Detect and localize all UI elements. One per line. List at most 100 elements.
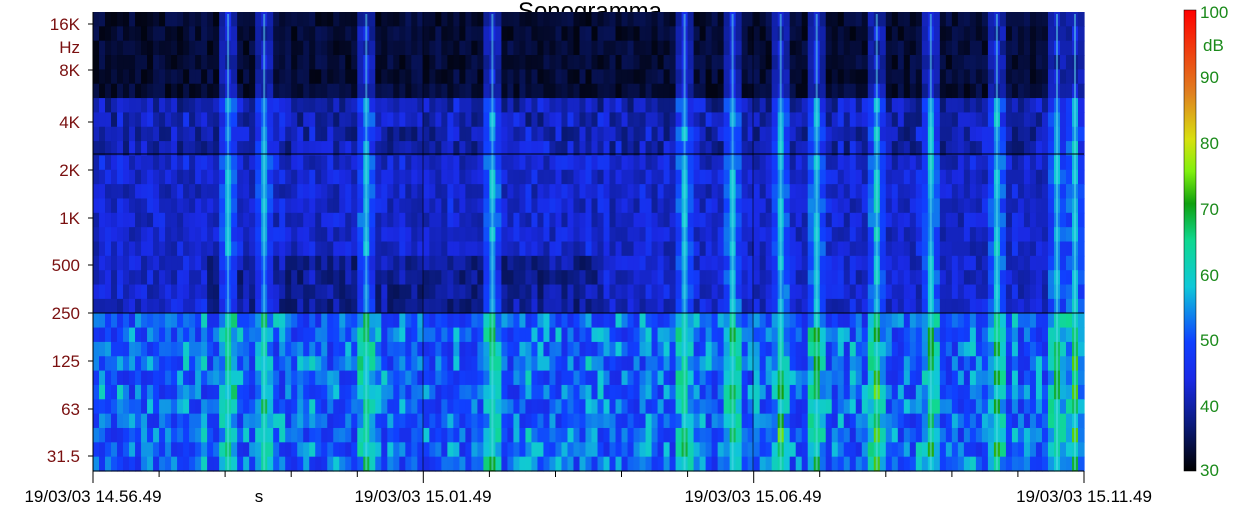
heatmap-cell [603, 284, 611, 300]
heatmap-cell [549, 399, 557, 415]
heatmap-cell [177, 270, 184, 286]
heatmap-cell [303, 198, 310, 214]
heatmap-cell [789, 169, 797, 185]
heatmap-cell [237, 284, 244, 300]
heatmap-cell [1017, 370, 1025, 386]
heatmap-cell [537, 184, 545, 200]
heatmap-cell [255, 427, 262, 443]
heatmap-cell [975, 155, 983, 171]
heatmap-cell [963, 227, 971, 243]
heatmap-cell [795, 442, 803, 458]
heatmap-cell [141, 270, 148, 286]
heatmap-cell [855, 370, 863, 386]
heatmap-cell [711, 356, 719, 372]
heatmap-cell [525, 83, 533, 99]
heatmap-cell [189, 284, 196, 300]
heatmap-cell [117, 112, 124, 128]
heatmap-cell [891, 241, 899, 257]
heatmap-cell [717, 126, 725, 142]
heatmap-cell [1005, 26, 1013, 42]
heatmap-cell [1011, 341, 1019, 357]
heatmap-cell [303, 284, 310, 300]
heatmap-cell [549, 456, 557, 472]
heatmap-cell [411, 169, 418, 185]
heatmap-cell [201, 55, 208, 70]
heatmap-cell [603, 270, 611, 286]
heatmap-cell [627, 227, 635, 243]
heatmap-cell [897, 255, 905, 271]
heatmap-cell [741, 155, 749, 171]
heatmap-cell [963, 69, 971, 85]
heatmap-cell [867, 98, 875, 113]
heatmap-cell [351, 83, 358, 99]
heatmap-cell [687, 384, 695, 400]
heatmap-cell [561, 112, 569, 128]
heatmap-cell [159, 112, 166, 128]
heatmap-cell [255, 399, 262, 415]
heatmap-cell [381, 227, 388, 243]
heatmap-cell [879, 341, 887, 357]
heatmap-cell [615, 40, 623, 56]
heatmap-cell [249, 427, 256, 443]
heatmap-cell [795, 26, 803, 42]
heatmap-cell [321, 198, 328, 214]
heatmap-cell [867, 413, 875, 429]
heatmap-cell [123, 26, 130, 42]
heatmap-cell [651, 26, 659, 42]
heatmap-cell [753, 69, 761, 85]
heatmap-cell [603, 370, 611, 386]
heatmap-cell [531, 69, 539, 85]
heatmap-cell [99, 55, 106, 70]
heatmap-cell [411, 384, 418, 400]
heatmap-cell [801, 284, 809, 300]
heatmap-cell [855, 12, 863, 27]
heatmap-cell [597, 298, 605, 314]
heatmap-cell [717, 83, 725, 99]
heatmap-cell [93, 270, 100, 286]
heatmap-cell [435, 69, 442, 85]
heatmap-cell [675, 126, 683, 142]
heatmap-cell [219, 198, 226, 214]
heatmap-cell [273, 413, 280, 429]
heatmap-cell [369, 442, 376, 458]
heatmap-cell [585, 212, 593, 228]
heatmap-cell [237, 270, 244, 286]
heatmap-cell [663, 284, 671, 300]
heatmap-cell [669, 12, 677, 27]
heatmap-cell [579, 141, 587, 157]
heatmap-cell [129, 241, 136, 257]
heatmap-cell [189, 83, 196, 99]
heatmap-cell [939, 12, 947, 27]
heatmap-cell [1023, 169, 1031, 185]
heatmap-cell [135, 126, 142, 142]
heatmap-cell [825, 55, 833, 70]
heatmap-cell [591, 427, 599, 443]
heatmap-cell [357, 399, 364, 415]
heatmap-cell [393, 370, 400, 386]
heatmap-cell [285, 55, 292, 70]
heatmap-cell [507, 141, 515, 157]
heatmap-cell [507, 413, 515, 429]
heatmap-cell [591, 313, 599, 329]
heatmap-cell [831, 12, 839, 27]
heatmap-cell [765, 98, 773, 113]
heatmap-cell [483, 384, 490, 400]
heatmap-cell [537, 40, 545, 56]
heatmap-cell [765, 427, 773, 443]
heatmap-cell [459, 212, 466, 228]
heatmap-cell [183, 241, 190, 257]
heatmap-cell [291, 456, 298, 472]
heatmap-cell [279, 212, 286, 228]
heatmap-cell [303, 313, 310, 329]
heatmap-cell [165, 98, 172, 113]
heatmap-cell [669, 413, 677, 429]
heatmap-cell [855, 255, 863, 271]
heatmap-cell [723, 270, 731, 286]
heatmap-cell [465, 126, 472, 142]
heatmap-cell [639, 155, 647, 171]
heatmap-cell [855, 83, 863, 99]
heatmap-cell [789, 284, 797, 300]
heatmap-cell [861, 69, 869, 85]
heatmap-cell [849, 284, 857, 300]
heatmap-cell [555, 384, 563, 400]
